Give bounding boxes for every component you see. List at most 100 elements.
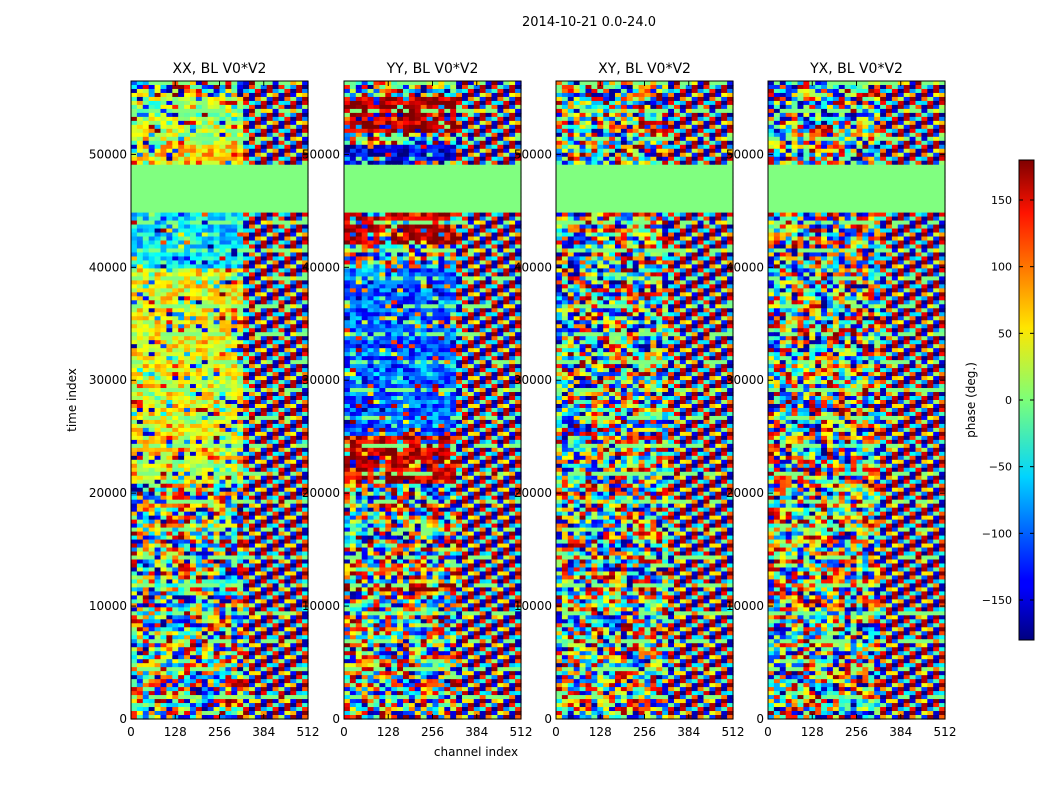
heatmap-cell (243, 264, 250, 270)
heatmap-cell (148, 280, 156, 285)
heatmap-cell (296, 599, 303, 604)
heatmap-cell (290, 511, 297, 517)
heatmap-cell (154, 104, 162, 110)
heatmap-cell (219, 603, 226, 608)
heatmap-cell (237, 388, 244, 393)
heatmap-cell (178, 531, 185, 537)
heatmap-cell (385, 100, 392, 106)
heatmap-cell (136, 236, 144, 242)
heatmap-cell (148, 164, 156, 170)
heatmap-cell (272, 324, 280, 329)
heatmap-cell (243, 639, 250, 644)
heatmap-cell (178, 200, 185, 206)
heatmap-cell (278, 527, 285, 533)
heatmap-cell (148, 627, 156, 632)
heatmap-cell (201, 447, 209, 453)
heatmap-cell (243, 148, 250, 154)
heatmap-cell (136, 92, 144, 98)
heatmap-cell (302, 200, 309, 206)
heatmap-cell (142, 655, 150, 660)
heatmap-cell (160, 463, 167, 469)
heatmap-cell (184, 595, 191, 600)
heatmap-cell (254, 240, 262, 246)
heatmap-cell (249, 503, 256, 509)
heatmap-cell (284, 547, 291, 553)
heatmap-cell (397, 88, 404, 94)
heatmap-cell (219, 232, 226, 238)
heatmap-cell (225, 372, 232, 377)
heatmap-cell (254, 248, 262, 254)
heatmap-cell (172, 372, 179, 377)
heatmap-cell (260, 439, 268, 445)
heatmap-cell (142, 463, 150, 469)
heatmap-cell (172, 212, 179, 218)
heatmap-cell (225, 276, 232, 281)
heatmap-cell (184, 304, 191, 309)
heatmap-cell (266, 384, 274, 389)
heatmap-cell (266, 112, 274, 118)
heatmap-cell (219, 336, 226, 341)
heatmap-cell (254, 236, 262, 242)
heatmap-cell (272, 348, 280, 353)
heatmap-cell (272, 611, 280, 616)
heatmap-cell (190, 216, 197, 222)
heatmap-cell (254, 707, 262, 712)
heatmap-cell (207, 116, 215, 122)
heatmap-cell (254, 679, 262, 684)
heatmap-cell (225, 196, 232, 202)
heatmap-cell (207, 615, 215, 620)
heatmap-cell (190, 699, 197, 704)
heatmap-cell (260, 599, 268, 604)
heatmap-cell (290, 427, 297, 433)
heatmap-cell (154, 463, 162, 469)
heatmap-cell (142, 160, 150, 166)
heatmap-cell (184, 427, 191, 433)
panel-yy: YY, BL V0*V20 128 256 384 512010000200003000… (302, 61, 533, 739)
heatmap-cell (266, 487, 274, 493)
heatmap-cell (136, 248, 144, 254)
heatmap-cell (195, 184, 203, 190)
heatmap-cell (296, 535, 303, 541)
heatmap-cell (225, 124, 232, 130)
heatmap-cell (178, 352, 185, 357)
heatmap-cell (231, 559, 238, 565)
heatmap-cell (296, 280, 303, 285)
heatmap-cell (367, 84, 375, 90)
heatmap-cell (213, 368, 221, 373)
heatmap-cell (302, 663, 309, 668)
heatmap-cell (473, 96, 481, 102)
heatmap-cell (231, 300, 238, 305)
heatmap-cell (148, 675, 156, 680)
heatmap-cell (278, 439, 285, 445)
heatmap-cell (290, 296, 297, 301)
heatmap-cell (272, 196, 280, 202)
heatmap-cell (254, 691, 262, 696)
heatmap-cell (237, 403, 244, 409)
heatmap-cell (272, 591, 280, 596)
heatmap-cell (290, 639, 297, 644)
heatmap-cell (225, 160, 232, 166)
heatmap-cell (249, 144, 256, 150)
heatmap-cell (225, 491, 232, 497)
heatmap-cell (195, 124, 203, 130)
heatmap-cell (195, 491, 203, 497)
heatmap-cell (184, 443, 191, 449)
heatmap-cell (254, 435, 262, 441)
heatmap-cell (136, 499, 144, 505)
heatmap-cell (148, 499, 156, 505)
heatmap-cell (166, 196, 173, 202)
heatmap-cell (237, 671, 244, 676)
heatmap-cell (178, 364, 185, 369)
heatmap-cell (142, 471, 150, 477)
heatmap-cell (195, 384, 203, 389)
heatmap-cell (243, 527, 250, 533)
heatmap-cell (201, 356, 209, 361)
heatmap-cell (190, 555, 197, 561)
heatmap-cell (131, 667, 138, 672)
heatmap-cell (190, 204, 197, 210)
heatmap-cell (260, 256, 268, 262)
heatmap-cell (154, 332, 162, 337)
heatmap-cell (266, 292, 274, 297)
heatmap-cell (184, 268, 191, 273)
heatmap-cell (266, 328, 274, 333)
